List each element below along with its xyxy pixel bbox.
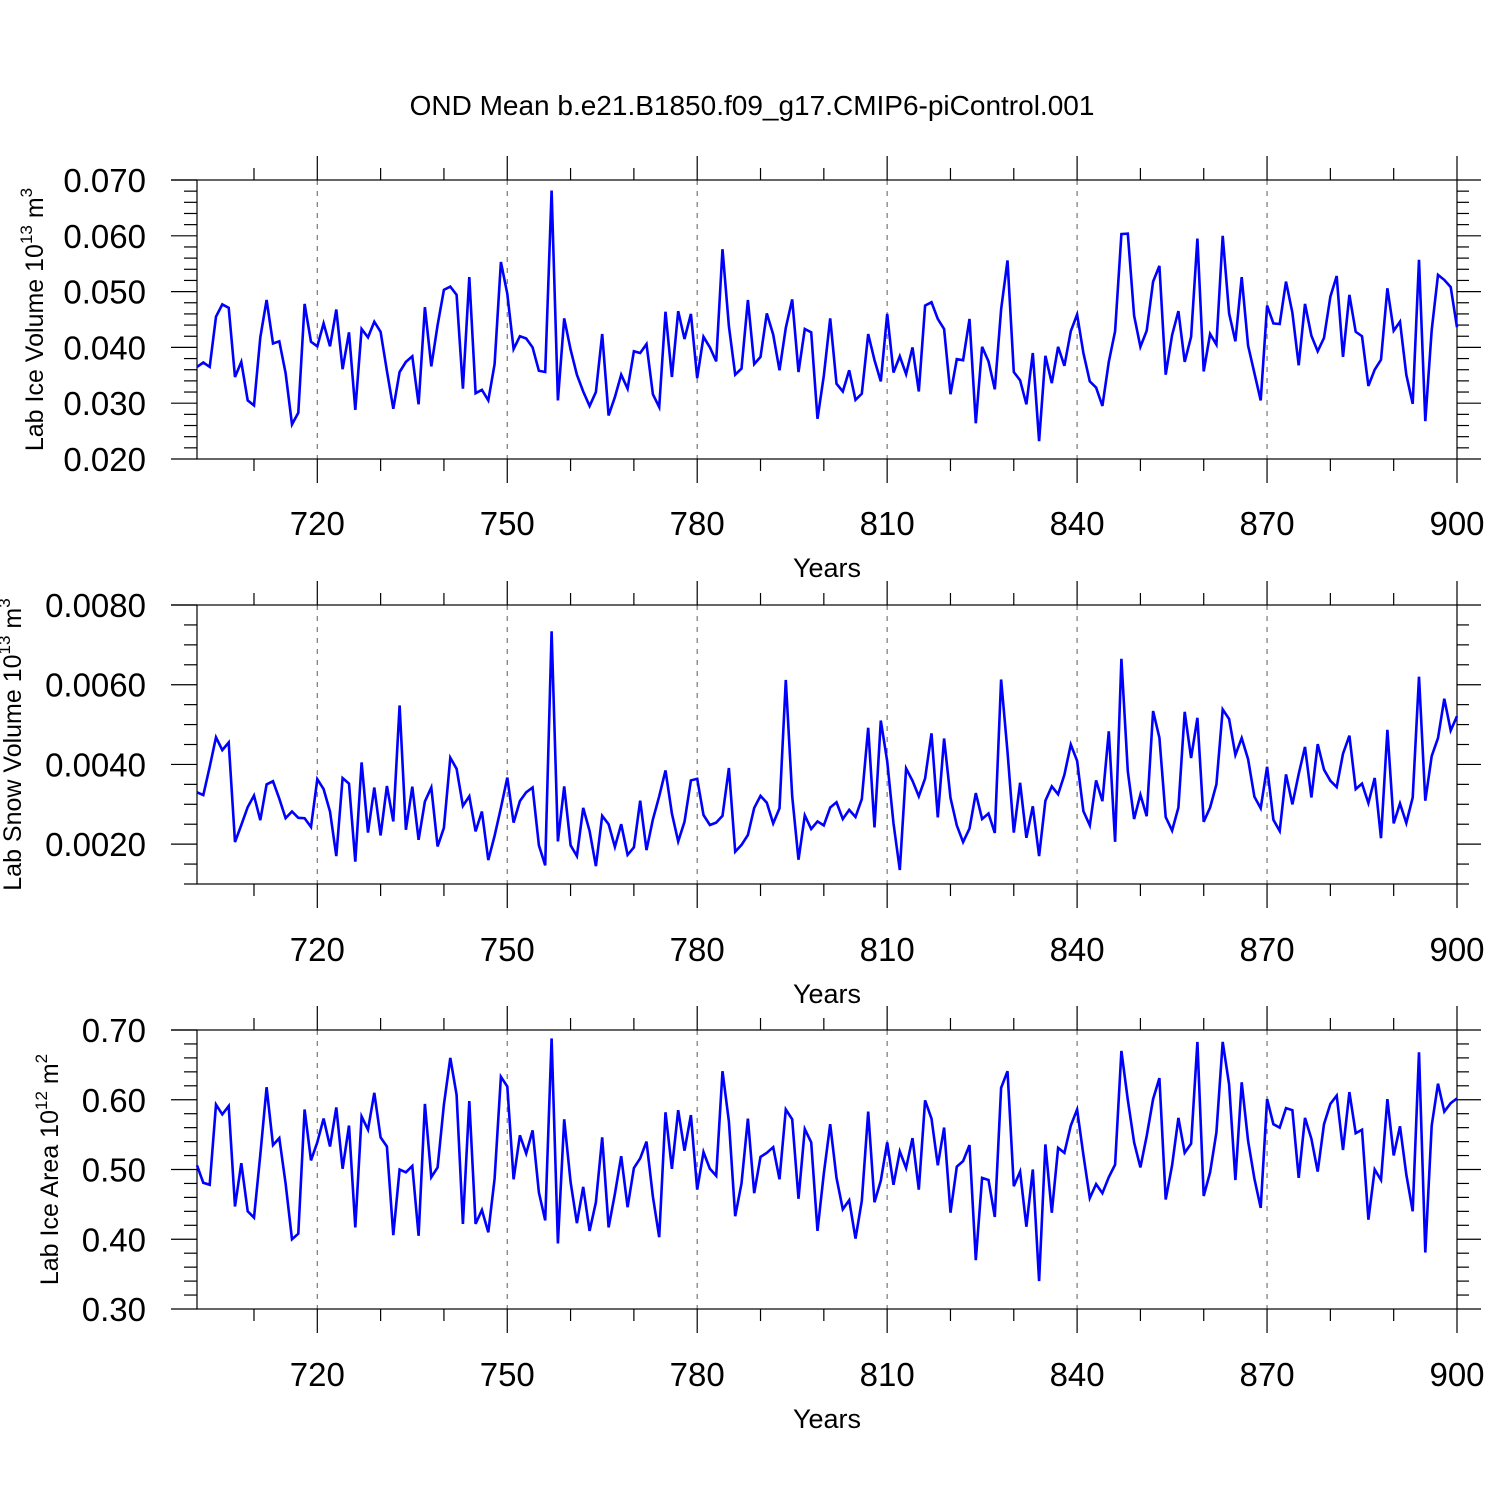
x-tick-label: 870: [1240, 1356, 1295, 1393]
y-tick-label: 0.60: [82, 1082, 146, 1119]
y-tick-labels: 0.0020 0.0040 0.0060 0.0080: [45, 587, 146, 863]
y-axis-title: Lab Snow Volume 1013 m3: [0, 598, 27, 890]
y-axis-title-text: Lab Ice Area: [36, 1145, 64, 1285]
y-tick-labels: 0.30 0.40 0.50 0.60 0.70: [82, 1012, 146, 1328]
series-line-ice-volume: [196, 190, 1459, 442]
y-tick-label: 0.40: [82, 1221, 146, 1258]
y-axis-title-power: 13: [0, 636, 14, 655]
y-axis-title-text: Lab Snow Volume: [0, 689, 27, 891]
y-tick-label: 0.0080: [45, 587, 146, 624]
y-tick-label: 0.50: [82, 1152, 146, 1189]
y-tick-label: 0.0060: [45, 667, 146, 704]
x-tick-label: 840: [1050, 1356, 1105, 1393]
x-axis-title: Years: [793, 553, 861, 583]
y-tick-label: 0.060: [63, 218, 146, 255]
figure-title: OND Mean b.e21.B1850.f09_g17.CMIP6-piCon…: [410, 90, 1095, 121]
x-tick-labels: 720 750 780 810 840 870 900: [290, 505, 1485, 542]
x-tick-label: 750: [480, 1356, 535, 1393]
y-axis-title-unit-sup: 3: [0, 598, 14, 607]
y-axis-title-unit-sup: 3: [17, 188, 36, 197]
x-tick-label: 720: [290, 505, 345, 542]
x-tick-label: 840: [1050, 931, 1105, 968]
y-tick-label: 0.040: [63, 329, 146, 366]
y-tick-label: 0.020: [63, 441, 146, 478]
panel-ice-volume: 0.020 0.030 0.040 0.050 0.060 0.070 720 750 780…: [17, 156, 1485, 583]
plot-frame: [196, 604, 1458, 885]
y-tick-label: 0.70: [82, 1012, 146, 1049]
x-tick-labels: 720 750 780 810 840 870 900: [290, 931, 1485, 968]
x-tick-label: 720: [290, 1356, 345, 1393]
y-tick-label: 0.0040: [45, 746, 146, 783]
x-tick-label: 780: [670, 931, 725, 968]
y-tick-label: 0.070: [63, 162, 146, 199]
series-line-snow-volume: [196, 631, 1459, 871]
x-tick-label: 870: [1240, 931, 1295, 968]
series-line-ice-area: [195, 1038, 1458, 1282]
panel-snow-volume: 0.0020 0.0040 0.0060 0.0080 720 750 780 810 840…: [0, 581, 1485, 1009]
axis-ticks: [171, 581, 1481, 908]
y-axis-title-unit-sup: 2: [32, 1054, 51, 1063]
y-tick-label: 0.0020: [45, 826, 146, 863]
x-tick-label: 870: [1240, 505, 1295, 542]
x-tick-label: 750: [480, 931, 535, 968]
plot-frame: [196, 179, 1458, 460]
y-axis-title: Lab Ice Volume 1013 m3: [17, 188, 49, 451]
axis-ticks: [171, 156, 1481, 483]
x-tick-label: 900: [1429, 931, 1484, 968]
y-axis-title-text: Lab Ice Volume: [21, 279, 49, 451]
grid-lines: [316, 180, 1268, 459]
y-axis-title-power: 12: [32, 1091, 51, 1110]
x-tick-label: 780: [670, 1356, 725, 1393]
y-tick-labels: 0.020 0.030 0.040 0.050 0.060 0.070: [63, 162, 146, 478]
x-tick-label: 780: [670, 505, 725, 542]
x-tick-label: 750: [480, 505, 535, 542]
plot-frame: [196, 1029, 1458, 1310]
grid-lines: [316, 1030, 1268, 1309]
x-tick-labels: 720 750 780 810 840 870 900: [290, 1356, 1485, 1393]
x-tick-label: 810: [860, 1356, 915, 1393]
y-axis-title-power: 13: [17, 225, 36, 244]
y-tick-label: 0.30: [82, 1291, 146, 1328]
x-tick-label: 900: [1429, 505, 1484, 542]
x-tick-label: 900: [1429, 1356, 1484, 1393]
panel-ice-area: 0.30 0.40 0.50 0.60 0.70 720 750 780 810 840 870 9…: [32, 1006, 1485, 1434]
x-axis-title: Years: [793, 979, 861, 1009]
x-tick-label: 840: [1050, 505, 1105, 542]
x-axis-title: Years: [793, 1404, 861, 1434]
axis-ticks: [171, 1006, 1481, 1333]
grid-lines: [316, 605, 1268, 884]
x-tick-label: 720: [290, 931, 345, 968]
y-tick-label: 0.030: [63, 385, 146, 422]
x-tick-label: 810: [860, 505, 915, 542]
y-axis-title: Lab Ice Area 1012 m2: [32, 1054, 64, 1285]
y-tick-label: 0.050: [63, 274, 146, 311]
x-tick-label: 810: [860, 931, 915, 968]
